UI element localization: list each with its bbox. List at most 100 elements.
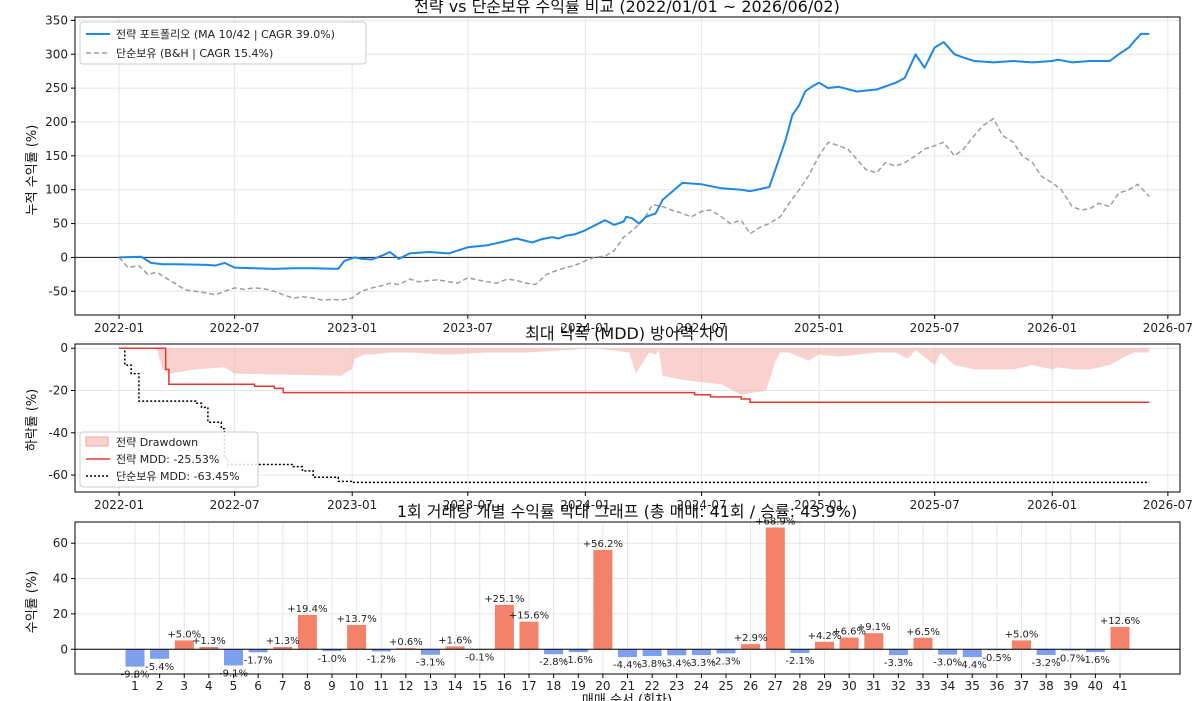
x-tick-label: 3 [180, 679, 188, 693]
legend-1: 전략 포트폴리오 (MA 10/42 | CAGR 39.0%) 단순보유 (B… [79, 21, 367, 65]
x-tick-label: 9 [328, 679, 336, 693]
strategy-line [119, 32, 1150, 270]
bar [445, 646, 465, 650]
x-tick-label: 2025-07 [910, 321, 960, 335]
x-tick-label: 2024-07 [677, 321, 727, 335]
bar-value-label: -3.1% [416, 658, 445, 669]
bar-value-label: -2.8% [539, 657, 568, 668]
x-tick-label: 2024-07 [677, 498, 727, 512]
y-tick-label: 150 [45, 149, 68, 163]
x-tick-label: 30 [841, 679, 856, 693]
bar-value-label: +19.4% [287, 604, 327, 615]
bar-value-label: -1.7% [244, 655, 273, 666]
legend-label-buyhold: 단순보유 (B&H | CAGR 15.4%) [116, 47, 273, 60]
bar-value-label: -0.7% [1056, 654, 1085, 665]
bar [691, 649, 711, 656]
bar-value-label: +12.6% [1100, 616, 1140, 627]
bar [519, 621, 539, 650]
bar [839, 637, 859, 650]
x-tick-label: 21 [620, 679, 635, 693]
x-tick-label: 37 [1014, 679, 1029, 693]
bar-value-label: -4.4% [958, 660, 987, 671]
bar [1061, 649, 1081, 651]
bar-value-label: -0.5% [982, 653, 1011, 664]
bar-value-label: -3.8% [638, 659, 667, 670]
bar [815, 641, 834, 650]
bar-value-label: +6.5% [906, 627, 940, 638]
x-tick-label: 2024-01 [560, 498, 610, 512]
y-tick-label: 60 [53, 536, 68, 550]
bar [224, 649, 243, 666]
bar [1036, 649, 1056, 655]
x-tick-label: 23 [669, 679, 684, 693]
x-tick-label: 1 [131, 679, 139, 693]
x-tick-label: 41 [1112, 679, 1127, 693]
bar [962, 649, 982, 658]
bar-value-label: -1.6% [564, 655, 593, 666]
bar-value-label: +15.6% [509, 611, 549, 622]
bar-value-label: -3.4% [662, 658, 691, 669]
x-axis-label-3: 매매 순서 (회차) [582, 693, 672, 701]
bar-value-label: -3.3% [687, 658, 716, 669]
buyhold-line [118, 117, 1150, 301]
x-tick-label: 24 [694, 679, 709, 693]
x-tick-label: 19 [571, 679, 586, 693]
bar [421, 649, 440, 655]
legend-swatch-drawdown [85, 436, 109, 447]
x-tick-label: 31 [866, 679, 881, 693]
bar [248, 649, 268, 653]
legend-2: 전략 Drawdown 전략 MDD: -25.53% 단순보유 MDD: -6… [79, 431, 259, 488]
legend-label-drawdown: 전략 Drawdown [116, 436, 198, 449]
x-tick-label: 2023-01 [327, 498, 377, 512]
y-tick-label: 40 [53, 572, 68, 586]
x-tick-label: 25 [718, 679, 733, 693]
plot-frame-1 [74, 16, 1181, 316]
x-tick-label: 4 [205, 679, 213, 693]
y-tick-label: 300 [45, 47, 68, 61]
y-axis-label-3: 수익률 (%) [25, 571, 40, 634]
bar-value-label: +2.9% [734, 633, 768, 644]
y-tick-label: 250 [45, 81, 68, 95]
y-tick-label: 20 [53, 607, 68, 621]
x-tick-label: 36 [989, 679, 1004, 693]
bar [347, 625, 367, 650]
bar-value-label: +6.6% [832, 627, 866, 638]
bar-value-label: +5.0% [167, 629, 201, 640]
bar [396, 648, 416, 650]
x-tick-label: 2026-07 [1143, 498, 1193, 512]
bar [150, 649, 170, 659]
legend-label-strategy: 전략 포트폴리오 (MA 10/42 | CAGR 39.0%) [116, 28, 335, 41]
bar-value-label: +13.7% [337, 614, 377, 625]
x-tick-label: 2024-01 [560, 321, 610, 335]
x-tick-label: 22 [644, 679, 659, 693]
y-axis-label-2: 하락률 (%) [25, 389, 40, 452]
bar [322, 649, 342, 652]
trade-return-bar-chart: 1회 거래당 개별 수익률 막대 그래프 (총 매매: 41회 / 승률: 43… [25, 502, 1181, 701]
bar [888, 649, 908, 656]
bar-value-label: -4.4% [613, 660, 642, 671]
x-tick-label: 2023-07 [443, 498, 493, 512]
x-tick-label: 2023-07 [443, 321, 493, 335]
bar [765, 527, 785, 650]
bar-value-label: +9.1% [857, 622, 891, 633]
x-tick-label: 2026-01 [1027, 498, 1077, 512]
y-tick-label: -60 [48, 468, 68, 482]
x-tick-label: 29 [817, 679, 832, 693]
bar [618, 649, 637, 658]
bar [1012, 640, 1031, 650]
legend-label-buyhold-mdd: 단순보유 MDD: -63.45% [116, 470, 240, 483]
x-tick-label: 27 [768, 679, 783, 693]
y-tick-label: 350 [45, 13, 68, 27]
bar [1110, 627, 1130, 650]
chart-title-2: 최대 낙폭 (MDD) 방어력 차이 [525, 324, 729, 343]
y-tick-label: 200 [45, 115, 68, 129]
bar [568, 649, 588, 653]
x-tick-label: 20 [595, 679, 610, 693]
bar [913, 637, 933, 650]
x-tick-label: 2026-01 [1027, 321, 1077, 335]
x-tick-label: 18 [546, 679, 561, 693]
x-tick-label: 2026-07 [1143, 321, 1193, 335]
y-tick-label: 50 [53, 217, 68, 231]
y-tick-label: 0 [60, 341, 68, 355]
cumulative-return-chart: 전략 vs 단순보유 수익률 비교 (2022/01/01 ~ 2026/06/… [25, 0, 1193, 335]
